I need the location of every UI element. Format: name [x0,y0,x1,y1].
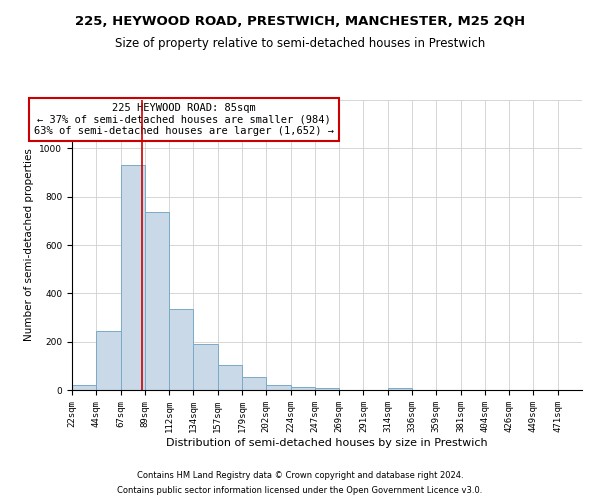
Bar [72,385,96,390]
Text: Contains public sector information licensed under the Open Government Licence v3: Contains public sector information licen… [118,486,482,495]
Bar [193,344,218,390]
Bar [388,388,412,390]
Text: 225 HEYWOOD ROAD: 85sqm
← 37% of semi-detached houses are smaller (984)
63% of s: 225 HEYWOOD ROAD: 85sqm ← 37% of semi-de… [34,103,334,136]
Bar [145,212,169,390]
Bar [218,364,242,390]
Bar [315,388,339,390]
Bar [96,331,121,390]
Text: Size of property relative to semi-detached houses in Prestwich: Size of property relative to semi-detach… [115,38,485,51]
Text: 225, HEYWOOD ROAD, PRESTWICH, MANCHESTER, M25 2QH: 225, HEYWOOD ROAD, PRESTWICH, MANCHESTER… [75,15,525,28]
X-axis label: Distribution of semi-detached houses by size in Prestwich: Distribution of semi-detached houses by … [166,438,488,448]
Y-axis label: Number of semi-detached properties: Number of semi-detached properties [24,148,34,342]
Bar [290,387,315,390]
Bar [242,376,266,390]
Bar [121,165,145,390]
Text: Contains HM Land Registry data © Crown copyright and database right 2024.: Contains HM Land Registry data © Crown c… [137,471,463,480]
Bar [169,309,193,390]
Bar [266,385,290,390]
